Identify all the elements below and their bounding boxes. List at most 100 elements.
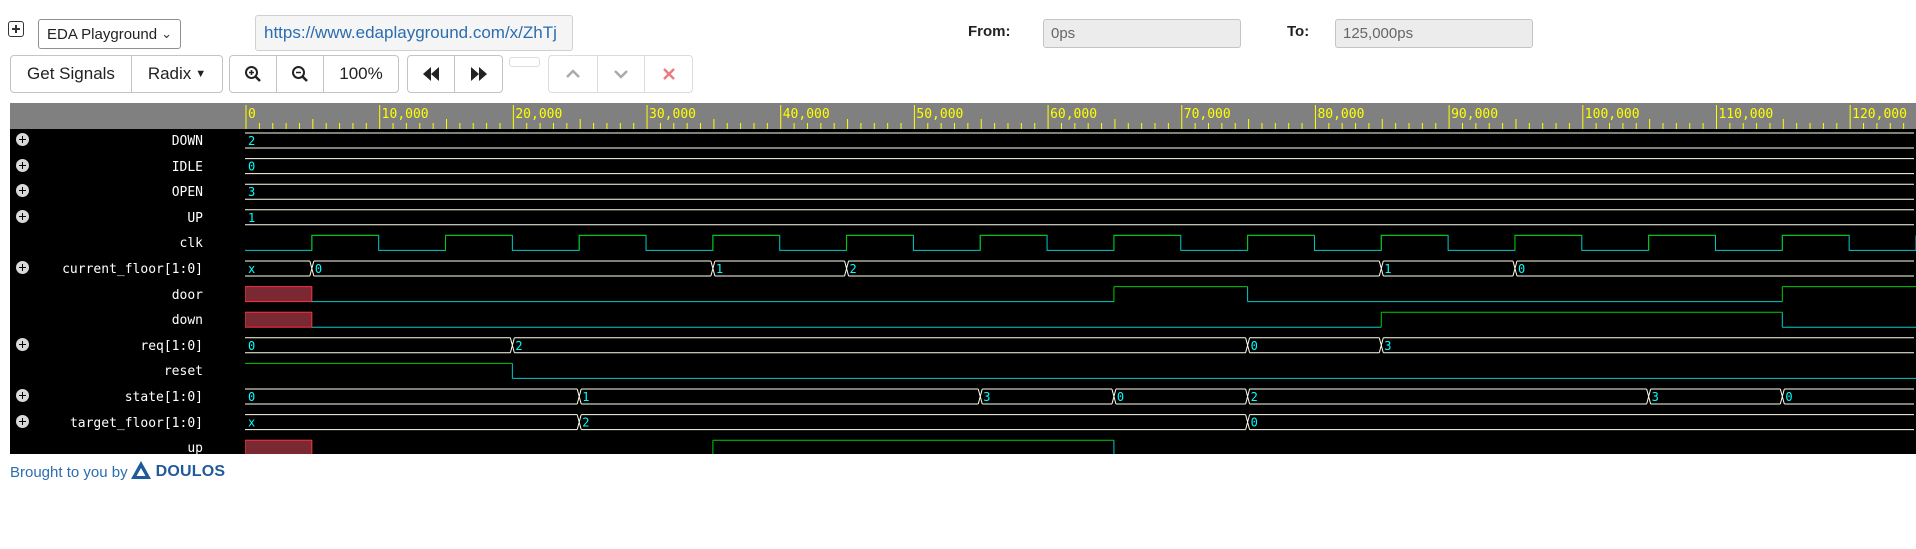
ruler-tick-label: 30,000 xyxy=(649,107,696,122)
zoom-level-button[interactable]: 100% xyxy=(339,64,383,83)
clock-high xyxy=(445,234,513,251)
bit-segment xyxy=(1113,286,1248,302)
site-select-value: EDA Playground xyxy=(47,26,158,43)
bus-transition xyxy=(1245,337,1251,353)
go-start-button[interactable] xyxy=(408,56,455,92)
ruler-tick-label: 90,000 xyxy=(1451,107,1498,122)
bus-segment xyxy=(245,414,578,431)
navigate-group xyxy=(407,55,503,93)
bus-segment xyxy=(581,388,979,405)
bus-value: x xyxy=(248,262,255,276)
signal-name: state[1:0] xyxy=(124,390,203,405)
get-signals-button[interactable]: Get Signals xyxy=(11,56,132,92)
bus-transition xyxy=(309,260,315,277)
bus-transition xyxy=(977,388,983,405)
ruler-tick-label: 100,000 xyxy=(1585,107,1640,122)
expand-icon[interactable] xyxy=(16,414,29,428)
expand-icon[interactable] xyxy=(16,337,29,351)
signal-row[interactable]: UP xyxy=(10,206,245,231)
unknown-value xyxy=(245,286,313,303)
bus-transition xyxy=(710,260,716,277)
signal-wave: 3 xyxy=(245,183,1914,200)
site-select[interactable]: EDA Playground ⌄ xyxy=(38,19,181,49)
bus-value: 3 xyxy=(248,185,255,199)
bus-value: 1 xyxy=(716,262,723,276)
bus-transition xyxy=(1245,414,1251,430)
signal-wave: 0 2 0 3 xyxy=(245,337,1914,354)
bus-segment xyxy=(714,260,845,277)
bus-value: 0 xyxy=(1251,339,1258,353)
bus-segment xyxy=(245,337,511,354)
clock-high xyxy=(311,234,379,251)
bus-value: 2 xyxy=(515,339,522,353)
go-end-button[interactable] xyxy=(455,56,502,92)
bus-value: 3 xyxy=(1384,339,1391,353)
signals-group: Get Signals Radix ▼ xyxy=(10,55,223,93)
zoom-out-icon xyxy=(292,66,308,82)
clock-high xyxy=(712,234,780,251)
move-down-button[interactable] xyxy=(598,56,645,92)
expand-icon[interactable] xyxy=(16,389,29,402)
bus-transition xyxy=(1245,388,1251,405)
expand-icon[interactable] xyxy=(16,209,29,223)
bit-segment xyxy=(1247,286,1783,303)
radix-button[interactable]: Radix ▼ xyxy=(132,56,222,92)
signal-row[interactable]: down xyxy=(10,308,245,333)
zoom-in-icon xyxy=(245,66,261,82)
footer-text: Brought to you by xyxy=(10,464,128,481)
signal-name: UP xyxy=(187,210,203,226)
signal-row[interactable]: DOWN xyxy=(10,129,245,154)
bus-value: 2 xyxy=(1251,390,1258,404)
bus-value: 1 xyxy=(1384,262,1391,276)
signal-row[interactable]: state[1:0] xyxy=(10,385,245,410)
zoom-out-button[interactable] xyxy=(277,56,324,92)
share-url-field[interactable]: https://www.edaplayground.com/x/ZhTj xyxy=(255,15,573,51)
signal-row[interactable]: up xyxy=(10,436,245,461)
doulos-logo[interactable]: DOULOS xyxy=(131,461,225,481)
ruler-tick-label: 80,000 xyxy=(1317,107,1364,122)
clock-high xyxy=(846,234,914,251)
bus-value: 1 xyxy=(248,211,255,225)
clock-wave xyxy=(245,234,1916,251)
waveform-canvas: 2 0 3 1 x 0 1 2 1 0 0 2 0 3 0 1 3 0 2 3 0 x 2 0 xyxy=(245,132,1916,454)
bus-segment xyxy=(514,337,1246,354)
unknown-value xyxy=(245,439,313,454)
remove-signal-button[interactable] xyxy=(645,56,692,92)
signal-row[interactable]: req[1:0] xyxy=(10,334,245,359)
zoom-in-button[interactable] xyxy=(230,56,277,92)
bus-value: 0 xyxy=(248,339,255,353)
signal-name: DOWN xyxy=(171,134,203,149)
signal-row[interactable]: OPEN xyxy=(10,180,245,205)
bus-segment xyxy=(1249,388,1647,405)
bus-transition xyxy=(1378,337,1384,353)
expand-icon[interactable] xyxy=(16,133,29,146)
signal-row[interactable]: target_floor[1:0] xyxy=(10,411,245,436)
bus-transition xyxy=(509,337,515,353)
ruler-tick-label: 120,000 xyxy=(1852,107,1907,122)
expand-icon[interactable] xyxy=(16,158,29,172)
bit-segment xyxy=(712,439,1114,454)
signal-row[interactable]: clk xyxy=(10,231,245,256)
signal-row[interactable]: door xyxy=(10,283,245,308)
expand-icon[interactable] xyxy=(16,261,29,274)
signal-name: reset xyxy=(163,364,203,380)
signal-row[interactable]: current_floor[1:0] xyxy=(10,257,245,282)
signal-wave: 0 xyxy=(245,158,1914,175)
bus-transition xyxy=(1512,260,1518,277)
chevron-up-icon xyxy=(566,69,580,78)
from-field[interactable]: 0ps xyxy=(1043,19,1241,48)
signal-row[interactable]: reset xyxy=(10,359,245,384)
blank-button[interactable] xyxy=(509,57,540,67)
chevron-down-icon xyxy=(614,70,628,79)
add-panel-icon[interactable] xyxy=(8,21,24,37)
expand-icon[interactable] xyxy=(16,184,29,198)
bus-segment xyxy=(245,183,1914,200)
signal-wave xyxy=(245,234,1916,251)
signal-name: req[1:0] xyxy=(140,338,203,354)
signal-list-header xyxy=(10,103,245,129)
bus-value: 2 xyxy=(248,134,255,148)
signal-row[interactable]: IDLE xyxy=(10,155,245,180)
move-up-button[interactable] xyxy=(549,56,598,92)
to-field[interactable]: 125,000ps xyxy=(1335,19,1533,48)
bus-segment xyxy=(245,158,1914,175)
